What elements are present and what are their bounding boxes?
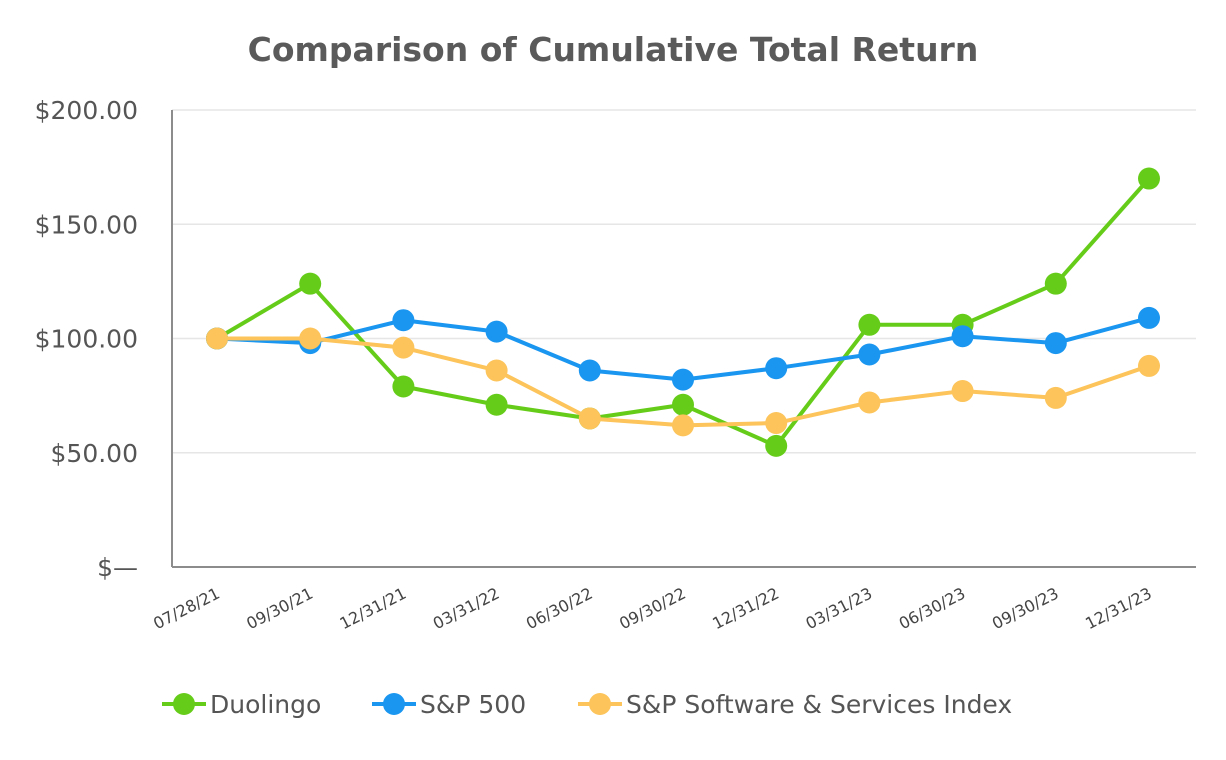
- x-tick-label: 12/31/23: [1082, 584, 1155, 634]
- legend-label: S&P Software & Services Index: [626, 690, 1012, 719]
- x-tick-label: 12/31/21: [337, 584, 410, 634]
- x-tick-label: 12/31/22: [709, 584, 782, 634]
- data-point: [392, 336, 415, 359]
- data-point: [951, 325, 974, 348]
- y-tick-label: $100.00: [35, 325, 138, 354]
- data-point: [1044, 386, 1067, 409]
- data-point: [1044, 332, 1067, 355]
- data-point: [299, 272, 322, 295]
- data-point: [1044, 272, 1067, 295]
- series-s-p-500: [206, 306, 1160, 391]
- data-point: [765, 434, 788, 457]
- data-point: [765, 357, 788, 380]
- legend: Duolingo S&P 500 S&P Software & Services I…: [162, 690, 1012, 719]
- legend-marker: [383, 693, 405, 715]
- data-point: [672, 414, 694, 437]
- data-point: [485, 359, 508, 382]
- x-tick-label: 09/30/22: [616, 584, 689, 634]
- x-tick-label: 03/31/23: [803, 584, 876, 634]
- x-tick-label: 03/31/22: [430, 584, 503, 634]
- series-s-p-software-services-index: [206, 327, 1160, 437]
- data-point: [765, 412, 788, 435]
- legend-label: S&P 500: [420, 690, 526, 719]
- y-tick-labels: $— $50.00 $100.00 $150.00 $200.00: [35, 96, 138, 582]
- data-point: [1138, 354, 1160, 377]
- y-tick-label: $150.00: [35, 210, 138, 239]
- data-point: [858, 343, 881, 366]
- data-point: [485, 320, 508, 343]
- legend-entry: S&P 500: [372, 690, 526, 719]
- data-point: [951, 380, 974, 403]
- y-tick-label: $50.00: [51, 439, 138, 468]
- data-point: [672, 393, 694, 416]
- x-tick-label: 06/30/22: [523, 584, 596, 634]
- data-point: [485, 393, 508, 416]
- legend-label: Duolingo: [210, 690, 321, 719]
- chart-title: Comparison of Cumulative Total Return: [248, 30, 979, 69]
- axes: [171, 110, 1196, 568]
- x-tick-label: 07/28/21: [150, 584, 223, 634]
- x-tick-labels: 07/28/21 09/30/21 12/31/21 03/31/22 06/30/22…: [150, 584, 1155, 634]
- y-tick-label: $200.00: [35, 96, 138, 125]
- y-tick-label: $—: [97, 553, 138, 582]
- data-point: [578, 359, 601, 382]
- legend-entry: S&P Software & Services Index: [578, 690, 1012, 719]
- data-point: [858, 391, 881, 414]
- legend-marker: [173, 693, 195, 715]
- x-tick-label: 09/30/23: [989, 584, 1062, 634]
- legend-entry: Duolingo: [162, 690, 321, 719]
- legend-marker: [589, 693, 611, 715]
- x-tick-label: 09/30/21: [243, 584, 316, 634]
- data-point: [392, 375, 415, 398]
- data-point: [672, 368, 694, 391]
- data-point: [858, 313, 881, 336]
- data-point: [206, 327, 228, 350]
- x-tick-label: 06/30/23: [896, 584, 969, 634]
- data-point: [1138, 306, 1160, 329]
- data-point: [1138, 167, 1160, 190]
- series: [206, 167, 1160, 457]
- data-point: [392, 309, 415, 332]
- gridlines: [172, 109, 1196, 454]
- data-point: [299, 327, 322, 350]
- series-duolingo: [206, 167, 1160, 457]
- data-point: [578, 407, 601, 430]
